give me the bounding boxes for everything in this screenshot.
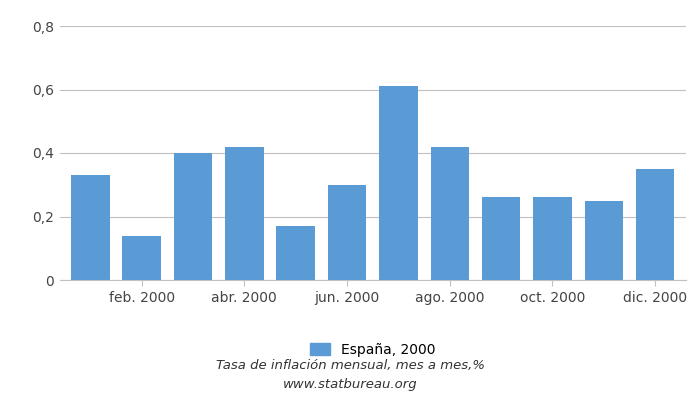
- Bar: [482, 198, 520, 280]
- Legend: España, 2000: España, 2000: [309, 343, 436, 357]
- Bar: [328, 185, 366, 280]
- Bar: [174, 153, 212, 280]
- Bar: [225, 147, 264, 280]
- Bar: [122, 236, 161, 280]
- Text: www.statbureau.org: www.statbureau.org: [283, 378, 417, 391]
- Bar: [379, 86, 418, 280]
- Bar: [636, 169, 674, 280]
- Text: Tasa de inflación mensual, mes a mes,%: Tasa de inflación mensual, mes a mes,%: [216, 360, 484, 372]
- Bar: [533, 198, 572, 280]
- Bar: [430, 147, 469, 280]
- Bar: [584, 201, 623, 280]
- Bar: [276, 226, 315, 280]
- Bar: [71, 175, 110, 280]
